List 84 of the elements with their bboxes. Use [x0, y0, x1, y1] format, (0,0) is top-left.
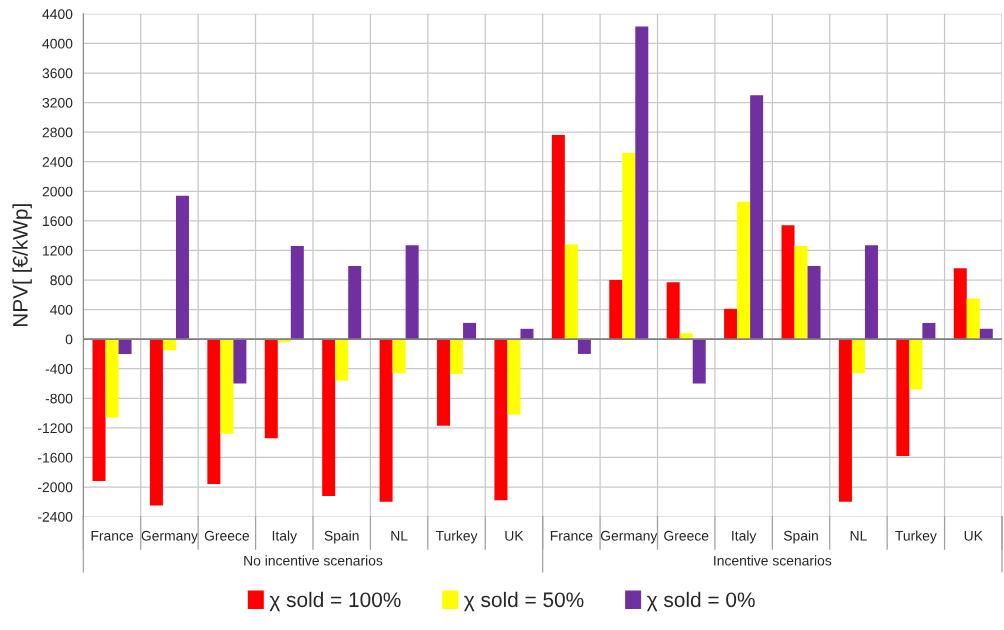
x-tick-label: Italy [272, 530, 297, 544]
bar [781, 225, 795, 340]
bar [507, 339, 521, 415]
x-tick-label: Turkey [435, 530, 478, 544]
y-tick-label: -800 [45, 393, 73, 404]
x-tick-label: UK [505, 531, 524, 541]
x-tick-label: NL [850, 531, 867, 541]
bar [379, 339, 393, 502]
legend-label: χ sold = 0% [646, 591, 755, 612]
x-tick-label: Spain [783, 530, 818, 544]
bar [105, 339, 119, 418]
y-tick-label: 3600 [42, 68, 73, 79]
y-tick-label: 1200 [43, 245, 73, 256]
bar [737, 201, 751, 340]
bar [909, 339, 923, 390]
y-tick-label: 800 [50, 275, 73, 286]
y-tick-label: 1600 [43, 216, 73, 227]
bar [233, 339, 247, 384]
bar [290, 246, 304, 340]
x-tick-label: Greece [664, 530, 709, 541]
text: No incentive scenarios [244, 555, 383, 566]
x-tick-label: Turkey [895, 530, 937, 544]
legend-label: χ sold = 100% [269, 591, 401, 612]
bar [405, 245, 419, 340]
y-axis-title: NPV[ [€/kWp] [12, 204, 32, 327]
bar [207, 339, 221, 485]
bar [577, 339, 591, 354]
y-tick-label: 4000 [42, 38, 73, 49]
bar [838, 339, 852, 502]
y-tick-label: 2400 [42, 157, 73, 167]
bar [864, 245, 878, 340]
bar [724, 308, 738, 340]
y-tick-label: -1200 [38, 423, 73, 434]
bar [922, 322, 936, 340]
x-tick-label: UK [964, 531, 983, 541]
bar [348, 265, 362, 340]
bar [437, 339, 451, 426]
bar [264, 339, 278, 439]
bar [220, 339, 234, 434]
bar [609, 280, 623, 340]
y-tick-label: -2400 [38, 511, 73, 522]
x-tick-label: NL [391, 531, 408, 541]
bar [635, 26, 649, 340]
x-tick-label: Greece [204, 530, 250, 541]
bar [335, 339, 349, 381]
bar [750, 95, 764, 340]
bar [149, 339, 163, 506]
bar [807, 265, 821, 340]
x-tick-label: Italy [732, 530, 757, 544]
legend-label: χ sold = 50% [464, 591, 584, 612]
y-tick-label: -400 [45, 364, 73, 374]
y-tick-label: 4400 [42, 9, 73, 20]
bar [564, 244, 578, 340]
y-tick-label: 0 [65, 334, 73, 345]
bar [118, 339, 132, 354]
bar [794, 246, 808, 340]
x-tick-label: France [91, 531, 134, 541]
x-tick-label: France [550, 531, 593, 541]
bar [450, 339, 464, 374]
bar [851, 339, 865, 374]
bar [392, 339, 406, 374]
text: Incentive scenarios [714, 555, 832, 566]
y-tick-label: 400 [50, 304, 73, 315]
x-tick-label: Spain [324, 530, 359, 544]
x-tick-label: Germany [141, 530, 198, 544]
bar [692, 339, 706, 384]
x-tick-label: Germany [600, 530, 658, 544]
y-tick-label: -1600 [38, 452, 73, 463]
bar [92, 339, 106, 482]
bar [953, 268, 967, 340]
bar [622, 152, 636, 340]
bar [666, 282, 680, 340]
y-tick-label: -2000 [38, 482, 73, 493]
bar [966, 298, 980, 340]
bar [494, 339, 508, 501]
bar [551, 135, 565, 340]
y-tick-label: 2000 [42, 186, 73, 197]
bar [162, 339, 176, 351]
bar [175, 195, 189, 340]
y-tick-label: 2800 [42, 127, 73, 138]
bar [322, 339, 336, 496]
bar [896, 339, 910, 456]
y-tick-label: 3200 [42, 97, 73, 108]
bar [463, 322, 477, 340]
